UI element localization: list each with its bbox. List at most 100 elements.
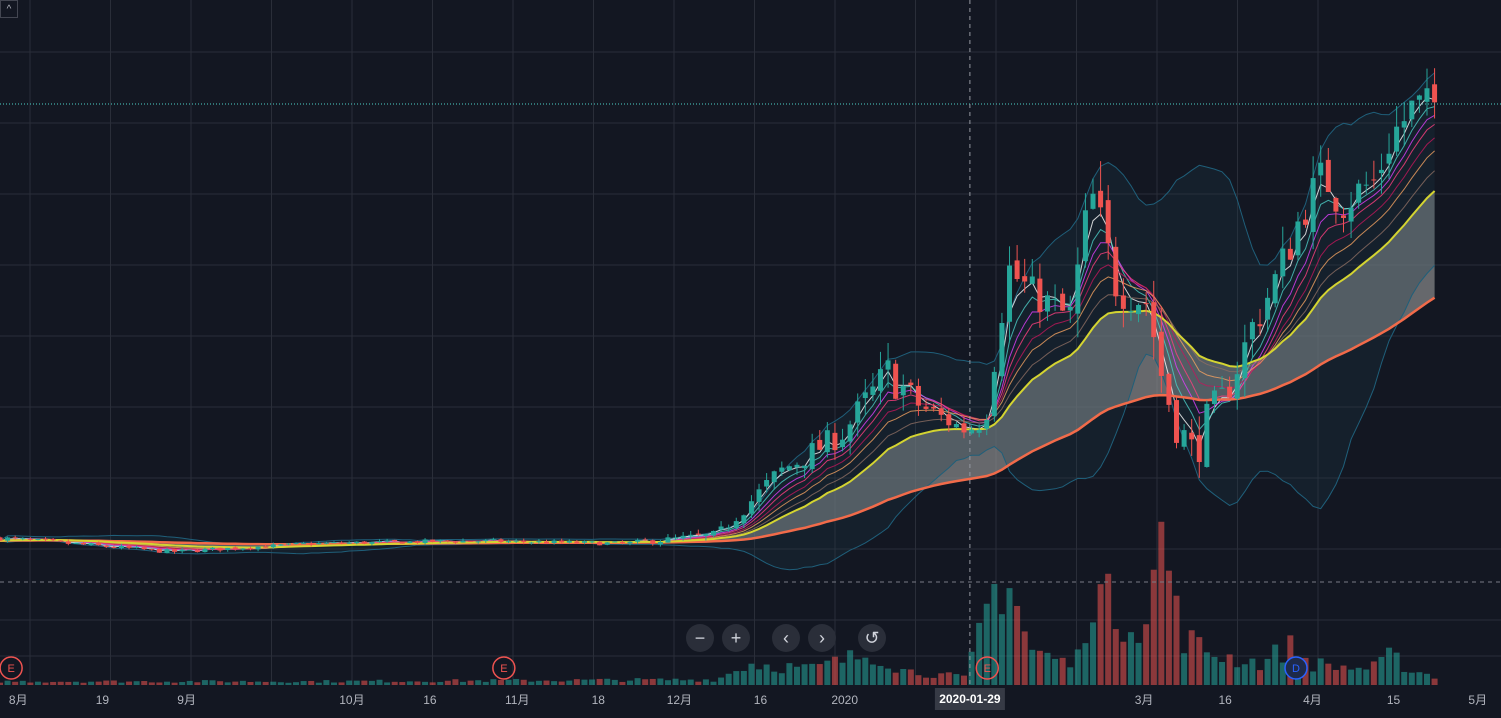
volume-bar bbox=[429, 682, 436, 685]
zoom-out-button[interactable]: − bbox=[686, 624, 714, 652]
tick-label: 12月 bbox=[667, 693, 692, 707]
volume-bar bbox=[558, 681, 565, 685]
candle-body bbox=[1303, 219, 1309, 225]
scroll-right-button[interactable]: › bbox=[808, 624, 836, 652]
volume-bar bbox=[1272, 644, 1279, 685]
event-marker-E[interactable]: E bbox=[975, 656, 1000, 680]
candle-body bbox=[217, 547, 223, 551]
volume-bar bbox=[422, 681, 429, 685]
collapse-button[interactable]: ^ bbox=[0, 0, 18, 18]
volume-bar bbox=[831, 656, 838, 685]
volume-bar bbox=[186, 680, 193, 685]
candle-body bbox=[619, 542, 625, 544]
candle-body bbox=[430, 539, 436, 542]
candle-body bbox=[1158, 331, 1164, 376]
volume-bar bbox=[748, 663, 755, 685]
tick-label: 10月 bbox=[339, 693, 364, 707]
volume-bar bbox=[156, 682, 163, 685]
event-marker-E[interactable]: E bbox=[492, 656, 516, 680]
candle-body bbox=[194, 550, 200, 553]
chevron-right-icon: › bbox=[819, 627, 825, 648]
volume-bar bbox=[1241, 664, 1248, 685]
volume-bar bbox=[604, 678, 611, 685]
tick-label: 16 bbox=[1218, 693, 1232, 707]
volume-bar bbox=[437, 681, 444, 685]
candle-body bbox=[824, 430, 830, 453]
candle-body bbox=[1014, 260, 1020, 280]
candle-body bbox=[323, 542, 329, 544]
candle-body bbox=[1318, 162, 1324, 176]
volume-bar bbox=[664, 680, 671, 685]
tick-label: 11月 bbox=[505, 693, 529, 707]
candle-body bbox=[657, 542, 663, 545]
tick-label: 2020 bbox=[831, 693, 858, 707]
candle-body bbox=[27, 538, 33, 540]
tick-label: 8月 bbox=[9, 693, 28, 707]
volume-bar bbox=[938, 673, 945, 685]
reset-chart-button[interactable]: ↺ bbox=[858, 624, 886, 652]
candle-body bbox=[900, 385, 906, 396]
volume-bar bbox=[1264, 658, 1271, 685]
volume-bar bbox=[1143, 624, 1150, 685]
scroll-left-button[interactable]: ‹ bbox=[772, 624, 800, 652]
volume-bar bbox=[756, 669, 763, 685]
candle-body bbox=[1082, 210, 1088, 262]
volume-bar bbox=[983, 603, 990, 685]
volume-bar bbox=[482, 681, 489, 685]
volume-bar bbox=[1256, 670, 1263, 685]
candle-body bbox=[43, 538, 49, 540]
volume-bar bbox=[1317, 658, 1324, 685]
candle-body bbox=[741, 515, 747, 524]
candle-body bbox=[156, 549, 162, 553]
candle-body bbox=[126, 545, 132, 548]
volume-bar bbox=[611, 679, 618, 685]
candle-body bbox=[232, 547, 238, 550]
reference-lines bbox=[0, 0, 1501, 688]
volume-bar bbox=[475, 680, 482, 685]
volume-bar bbox=[1067, 667, 1074, 685]
candle-body bbox=[893, 363, 899, 399]
bollinger-bands bbox=[0, 72, 1435, 571]
volume-bar bbox=[1097, 584, 1104, 685]
candle-body bbox=[369, 541, 375, 544]
volume-bar bbox=[118, 682, 125, 685]
candle-body bbox=[885, 360, 891, 370]
candle-body bbox=[1257, 324, 1263, 327]
event-marker-D[interactable]: D bbox=[1284, 656, 1308, 680]
volume-bar bbox=[907, 669, 914, 685]
candle-body bbox=[498, 539, 504, 543]
volume-bar bbox=[110, 680, 117, 685]
volume-bar bbox=[50, 681, 57, 685]
ma-fill-polygon bbox=[0, 191, 1435, 548]
volume-bar bbox=[718, 677, 725, 685]
volume-bar bbox=[163, 681, 170, 685]
zoom-in-button[interactable]: + bbox=[722, 624, 750, 652]
volume-bar bbox=[126, 681, 133, 685]
candle-body bbox=[1409, 100, 1415, 120]
volume-bar bbox=[809, 663, 816, 685]
volume-bar bbox=[217, 681, 224, 685]
candle-body bbox=[536, 541, 542, 543]
volume-bar bbox=[406, 681, 413, 685]
candle-body bbox=[1211, 390, 1217, 405]
candle-body bbox=[1174, 400, 1180, 443]
event-marker-E[interactable]: E bbox=[0, 656, 23, 680]
volume-bar bbox=[634, 678, 641, 685]
candle-body bbox=[1333, 198, 1339, 212]
crosshair-label-box bbox=[934, 688, 1005, 710]
candle-body bbox=[915, 385, 921, 406]
candle-body bbox=[695, 533, 701, 535]
candle-body bbox=[566, 540, 572, 543]
volume-bar bbox=[88, 681, 95, 685]
minus-icon: − bbox=[694, 627, 706, 648]
candle-body bbox=[1128, 311, 1134, 313]
candle-body bbox=[521, 540, 527, 543]
event-label: E bbox=[7, 663, 14, 675]
volume-bar bbox=[672, 678, 679, 685]
volume-bar bbox=[1112, 629, 1119, 685]
volume-bar bbox=[900, 669, 907, 685]
volume-bar bbox=[1196, 637, 1203, 685]
